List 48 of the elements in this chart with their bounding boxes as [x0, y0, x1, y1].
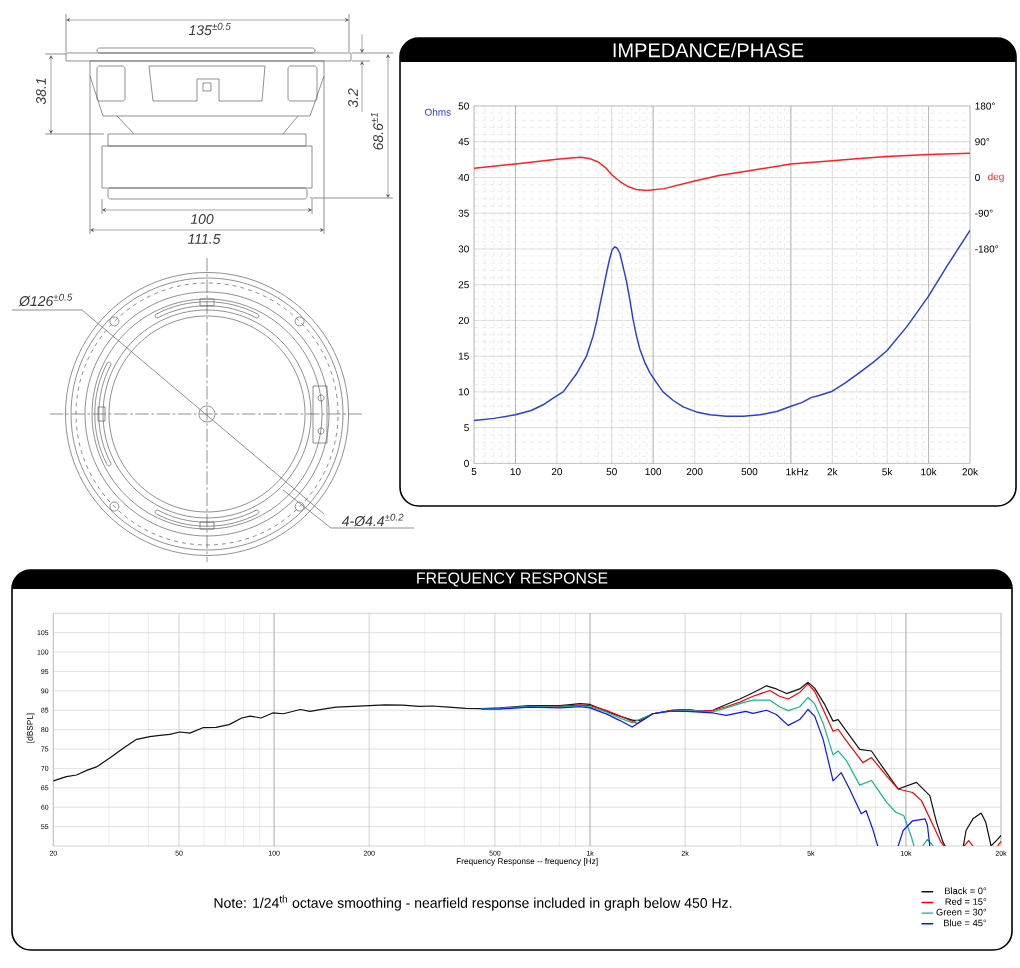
x-tick-label: 20k — [962, 468, 979, 476]
y2-tick-label: 0 — [975, 173, 980, 182]
text: 3.2 — [348, 88, 358, 108]
chart-title: IMPEDANCE/PHASE — [613, 42, 804, 58]
y-axis-title: Ohms — [424, 108, 451, 116]
text: Note: 1/24$^{th}$ octave smoothing - nearfield response included in graph below 450 Hz. — [214, 895, 732, 911]
text: 111.5 — [187, 234, 221, 244]
y-tick-label: 50 — [458, 102, 469, 110]
y-tick-label: 20 — [458, 316, 469, 324]
x-tick-label: 1k — [786, 468, 797, 476]
y2-tick-label: 90° — [975, 138, 990, 146]
text: 4-Ø4.4$^{±0.2}$ — [341, 513, 404, 527]
legend-label: Red = 15° — [945, 898, 987, 905]
text: 100 — [190, 214, 214, 224]
x-axis-title: Frequency Response -- frequency [Hz] — [456, 857, 598, 866]
text: Ø126$^{±0.5}$ — [18, 293, 73, 307]
x-tick-label: 5 — [471, 468, 477, 476]
y2-tick-label: 180° — [975, 102, 995, 110]
y-axis-title: [dBSPL] — [26, 713, 35, 743]
y2-tick-label: -180° — [975, 245, 999, 253]
y-tick-label: 10 — [458, 388, 469, 396]
legend-label: Blue = 45° — [944, 919, 987, 927]
y-tick-label: 15 — [458, 352, 469, 360]
x-tick-label: 100 — [645, 468, 662, 476]
x-axis-title: Hz — [797, 468, 809, 476]
y-tick-label: 30 — [458, 245, 469, 253]
y-tick-label: 0 — [464, 459, 469, 467]
x-tick-label: 200 — [686, 468, 703, 476]
y-tick-label: 35 — [458, 209, 469, 217]
y-tick-label: 40 — [458, 173, 469, 182]
y2-axis-title: deg — [988, 172, 1004, 183]
x-tick-label: 10 — [510, 468, 521, 476]
y-tick-label: 5 — [464, 424, 469, 432]
legend-label: Green = 30° — [936, 908, 987, 916]
y-tick-label: 25 — [458, 281, 469, 289]
chart-title: FREQUENCY RESPONSE — [417, 572, 608, 587]
x-tick-label: 50 — [606, 468, 617, 476]
x-tick-label: 10k — [921, 468, 937, 476]
x-tick-label: 500 — [741, 468, 758, 476]
y2-tick-label: -90° — [975, 209, 993, 217]
y-tick-label: 45 — [458, 138, 469, 146]
text: 38.1 — [36, 78, 46, 105]
text: 135$^{±0.5}$ — [188, 22, 231, 36]
text: 68.6$^{±1}$ — [370, 113, 384, 150]
x-tick-label: 5k — [882, 468, 893, 476]
x-tick-label: 2k — [827, 468, 838, 476]
legend-label: Black = 0° — [945, 887, 987, 895]
x-tick-label: 20 — [551, 468, 563, 476]
